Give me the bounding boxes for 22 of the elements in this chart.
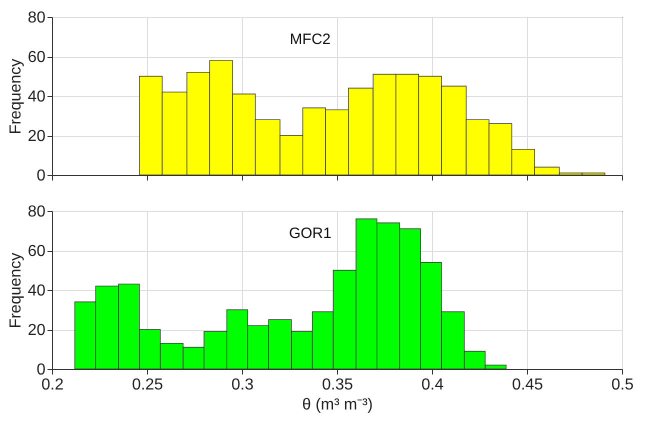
y-axis-title: Frequency xyxy=(8,58,25,134)
x-tick-label: 0.4 xyxy=(421,376,444,394)
x-tick-label: 0.5 xyxy=(611,376,634,394)
y-axis-title: Frequency xyxy=(8,252,25,328)
x-tick-label: 0.35 xyxy=(322,376,354,394)
y-tick-label: 40 xyxy=(28,88,46,106)
y-tick-label: 0 xyxy=(36,362,46,378)
x-tick-label: 0.3 xyxy=(231,376,254,394)
y-tick-label: 0 xyxy=(36,168,46,184)
y-tick-label: 20 xyxy=(28,128,46,145)
annotation: MFC2 xyxy=(290,31,331,48)
x-axis-title: θ (m³ m⁻³) xyxy=(302,396,373,414)
y-tick-label: 20 xyxy=(28,322,46,339)
x-tick-label: 0.25 xyxy=(132,376,164,394)
y-tick-label: 80 xyxy=(28,204,46,220)
y-tick-label: 60 xyxy=(28,49,46,66)
y-tick-label: 60 xyxy=(28,243,46,260)
y-tick-label: 40 xyxy=(28,282,46,300)
x-tick-label: 0.45 xyxy=(512,376,544,394)
y-tick-label: 80 xyxy=(28,10,46,26)
x-tick-label: 0.2 xyxy=(41,376,64,394)
annotation: GOR1 xyxy=(288,225,332,242)
